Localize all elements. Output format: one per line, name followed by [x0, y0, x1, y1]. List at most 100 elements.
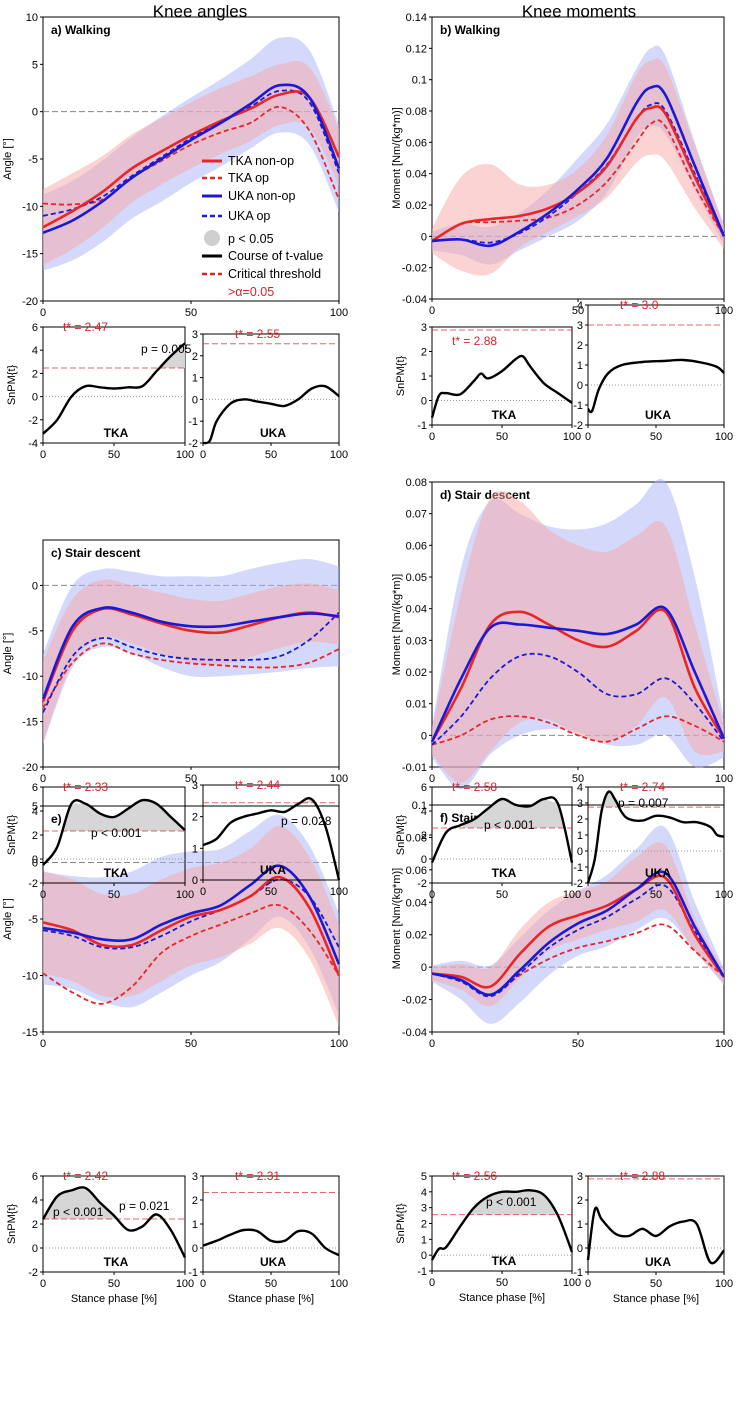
x-tick-label: 100 [563, 431, 581, 443]
group-label: TKA [104, 1255, 129, 1269]
p-value-label: p = 0.028 [281, 814, 332, 828]
group-label: TKA [492, 1254, 517, 1268]
x-tick-label: 100 [563, 889, 581, 901]
y-tick-label: 0 [192, 394, 198, 406]
y-tick-label: -2 [28, 415, 38, 427]
y-tick-label: 2 [192, 812, 198, 824]
x-tick-label: 100 [330, 307, 348, 319]
y-tick-label: 0.06 [406, 540, 427, 552]
y-tick-label: -0.04 [402, 1027, 427, 1039]
y-tick-label: -4 [28, 438, 38, 450]
t-value-curve [588, 360, 724, 412]
y-tick-label: 6 [32, 782, 38, 794]
y-tick-label: 5 [32, 59, 38, 71]
x-tick-label: 100 [330, 449, 348, 461]
legend-swatch-significance [204, 230, 220, 246]
y-tick-label: 0.02 [406, 667, 427, 679]
y-tick-label: 1 [421, 1234, 427, 1246]
t-star-label: t* = 2.55 [235, 327, 280, 341]
y-tick-label: 2 [421, 347, 427, 359]
x-tick-label: 100 [176, 449, 194, 461]
group-label: UKA [645, 866, 671, 880]
x-tick-label: 100 [330, 1278, 348, 1290]
x-tick-label: 0 [40, 889, 46, 901]
y-axis-label: SnPM{t} [6, 1203, 18, 1244]
x-tick-label: 100 [715, 431, 733, 443]
x-tick-label: 50 [265, 449, 277, 461]
column-title-moments: Knee moments [522, 2, 636, 21]
t-star-label: t* = 2.56 [452, 1169, 497, 1183]
y-tick-label: -5 [28, 626, 38, 638]
t-star-label: t* = 2.58 [452, 780, 497, 794]
y-tick-label: 0.06 [406, 137, 427, 149]
t-value-curve [43, 343, 185, 434]
y-tick-label: 2 [192, 351, 198, 363]
y-tick-label: 1 [421, 371, 427, 383]
y-tick-label: 5 [421, 1171, 427, 1183]
x-tick-label: 0 [429, 889, 435, 901]
y-axis-label: SnPM{t} [6, 364, 18, 405]
y-tick-label: 4 [32, 345, 38, 357]
x-tick-label: 50 [185, 1038, 197, 1050]
x-tick-label: 0 [40, 307, 46, 319]
y-axis-label: Angle [°] [2, 633, 14, 675]
y-tick-label: 4 [421, 806, 427, 818]
y-tick-label: 4 [577, 300, 583, 312]
group-label: UKA [260, 863, 286, 877]
y-axis-label: SnPM{t} [6, 814, 18, 855]
y-tick-label: -1 [188, 1267, 198, 1279]
x-tick-label: 100 [330, 1038, 348, 1050]
y-tick-label: 1 [577, 360, 583, 372]
y-tick-label: 0 [421, 962, 427, 974]
y-tick-label: 0 [421, 1250, 427, 1262]
x-tick-label: 0 [200, 449, 206, 461]
p-value-label: p < 0.001 [484, 818, 535, 832]
x-tick-label: 0 [429, 1277, 435, 1289]
y-tick-label: 3 [577, 1171, 583, 1183]
y-tick-label: -20 [22, 296, 38, 308]
y-tick-label: 0 [192, 875, 198, 887]
x-tick-label: 100 [176, 1278, 194, 1290]
y-tick-label: 1 [577, 830, 583, 842]
x-tick-label: 50 [108, 889, 120, 901]
y-tick-label: 0 [421, 231, 427, 243]
y-tick-label: 0.05 [406, 572, 427, 584]
t-value-curve [203, 1230, 339, 1256]
t-star-label: t* = 2.31 [235, 1169, 280, 1183]
legend-label-uka-op: UKA op [228, 209, 270, 223]
panel-a-TKA: -4-202460 50 100SnPM{t}t* = 2.47TKAp = 0.0… [6, 320, 194, 461]
y-tick-label: 0 [32, 107, 38, 119]
x-tick-label: 100 [715, 1038, 733, 1050]
t-star-label: t* = 2.47 [63, 320, 108, 334]
y-tick-label: 0 [32, 392, 38, 404]
y-tick-label: 0 [32, 580, 38, 592]
y-tick-label: 3 [192, 780, 198, 792]
y-tick-label: 0 [32, 1243, 38, 1255]
y-tick-label: -2 [28, 1267, 38, 1279]
y-tick-label: 0.04 [406, 604, 427, 616]
x-tick-label: 100 [330, 773, 348, 785]
legend-label-tka-op: TKA op [228, 171, 269, 185]
y-tick-label: -10 [22, 671, 38, 683]
t-star-label: t* = 2.42 [63, 1169, 108, 1183]
x-tick-label: 50 [265, 1278, 277, 1290]
x-tick-label: 50 [650, 431, 662, 443]
x-tick-label: 0 [40, 1038, 46, 1050]
y-tick-label: 2 [192, 1195, 198, 1207]
t-star-label: t* = 2.33 [63, 780, 108, 794]
y-axis-label: Moment [Nm/(kg*m)] [391, 574, 403, 675]
y-tick-label: 0.12 [406, 43, 427, 55]
group-label: TKA [492, 866, 517, 880]
y-tick-label: 0.07 [406, 509, 427, 521]
y-tick-label: 0.02 [406, 200, 427, 212]
y-tick-label: 2 [32, 830, 38, 842]
y-tick-label: 0.06 [406, 865, 427, 877]
panel-title-b: b) Walking [440, 23, 500, 37]
x-tick-label: 0 [429, 1038, 435, 1050]
legend-alpha-note: >α=0.05 [228, 285, 274, 299]
x-tick-label: 100 [715, 1278, 733, 1290]
y-tick-label: 3 [421, 322, 427, 334]
y-tick-label: -0.02 [402, 263, 427, 275]
